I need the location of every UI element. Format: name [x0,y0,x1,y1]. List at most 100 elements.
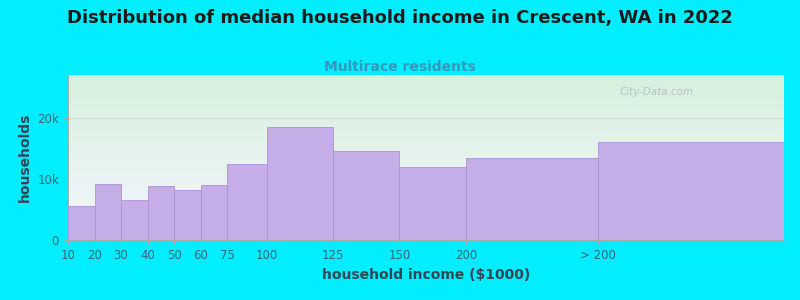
Bar [68,130,784,131]
Bar [68,183,784,184]
Bar [68,174,784,175]
Bar [68,206,94,240]
Bar [68,93,784,94]
Bar [68,90,784,91]
Bar [68,153,784,154]
Bar [68,164,784,165]
Bar [68,190,784,191]
Bar [68,128,784,129]
Bar [68,89,784,90]
Bar [68,139,784,140]
Bar [68,179,784,180]
Bar [68,85,784,86]
Bar [68,168,784,169]
Bar [68,94,784,95]
Bar [68,213,784,214]
Bar [68,163,784,164]
Bar [68,186,784,187]
Bar [68,136,784,137]
Bar [68,122,784,123]
Bar [68,172,784,173]
Bar [68,178,784,179]
Bar [68,99,784,100]
Bar [68,201,784,202]
Bar [68,86,784,87]
Bar [68,84,784,85]
Bar [68,239,784,240]
Bar [68,177,784,178]
Bar [68,199,784,200]
Bar [68,193,784,194]
Bar [227,164,267,240]
Bar [68,115,784,116]
Bar [68,123,784,124]
Bar [68,152,784,153]
Bar [68,227,784,228]
Bar [68,149,784,150]
Bar [121,200,147,240]
Bar [68,169,784,170]
Bar [68,108,784,109]
Bar [68,121,784,122]
Bar [68,82,784,83]
Bar [68,155,784,156]
Bar [68,238,784,239]
Bar [68,134,784,135]
Bar [68,107,784,108]
Bar [68,151,784,152]
Bar [68,202,784,203]
Bar [466,158,598,240]
Bar [68,125,784,126]
Bar [68,117,784,118]
Bar [68,91,784,92]
Bar [68,102,784,103]
Bar [68,173,784,174]
Bar [68,225,784,226]
Bar [68,207,784,208]
Bar [68,104,784,105]
Bar [68,189,784,190]
Bar [68,156,784,157]
Bar [68,194,784,195]
Bar [68,210,784,211]
Bar [68,234,784,235]
Bar [68,217,784,218]
Bar [68,141,784,142]
Bar [68,192,784,193]
Bar [68,160,784,161]
Bar [68,224,784,225]
Bar [68,208,784,209]
Bar [68,138,784,139]
Bar [68,143,784,144]
Bar [68,230,784,231]
Bar [68,184,784,185]
Bar [68,236,784,237]
Bar [68,166,784,167]
Bar [68,127,784,128]
Bar [68,150,784,151]
Bar [68,196,784,197]
Bar [68,80,784,81]
Bar [68,214,784,215]
Bar [68,79,784,80]
Bar [68,146,784,147]
Bar [68,88,784,89]
Bar [68,197,784,198]
Bar [68,161,784,162]
Text: City-Data.com: City-Data.com [619,86,694,97]
Bar [68,147,784,148]
Bar [68,120,784,121]
Bar [147,186,174,240]
Bar [68,216,784,217]
Bar [68,101,784,102]
Bar [68,211,784,212]
Text: Multirace residents: Multirace residents [324,60,476,74]
Bar [267,127,333,240]
Bar [68,181,784,182]
Bar [68,124,784,125]
Bar [68,191,784,192]
Y-axis label: households: households [18,113,32,202]
Bar [68,118,784,119]
Bar [68,119,784,120]
Bar [68,229,784,230]
